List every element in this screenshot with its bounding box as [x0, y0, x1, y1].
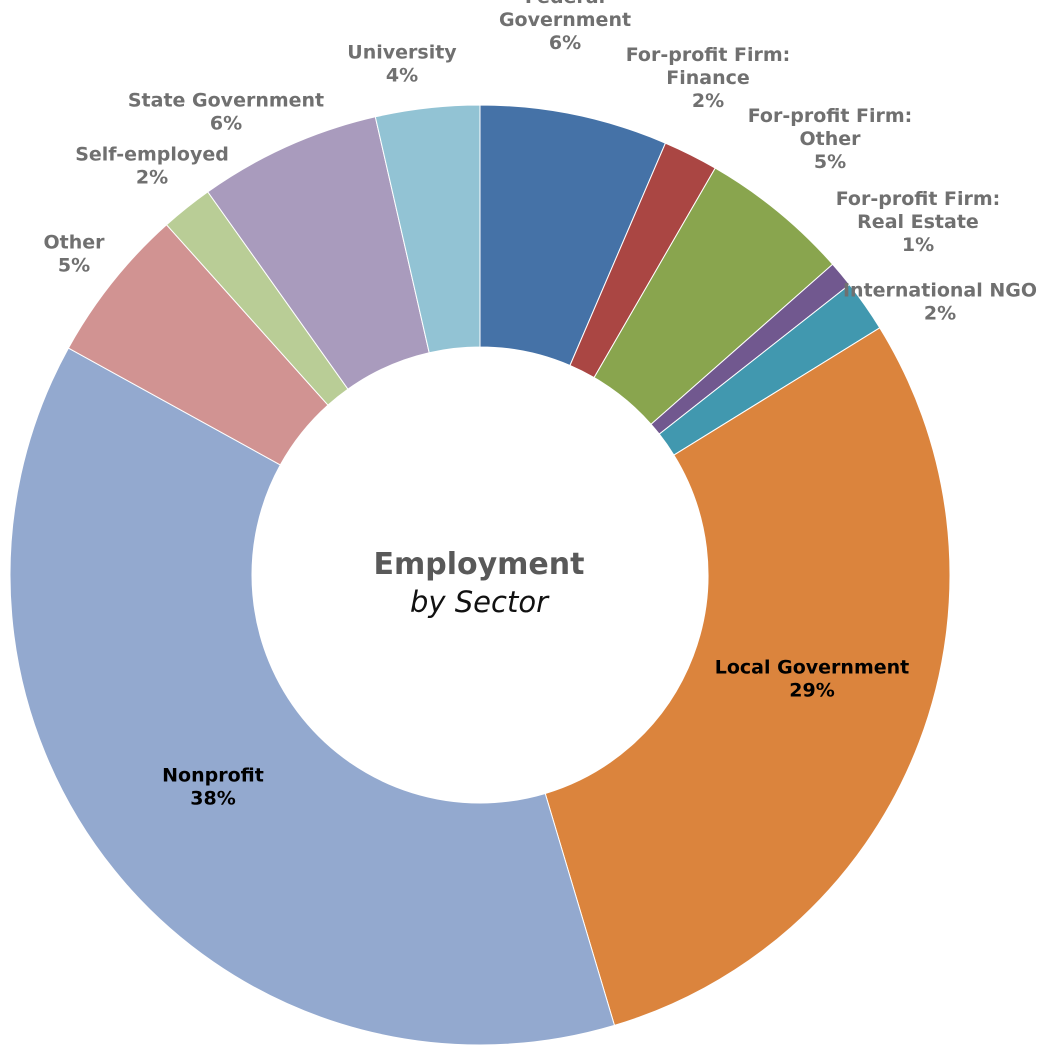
label-federal-government: FederalGovernment6% — [499, 0, 631, 54]
label-line: Federal — [525, 0, 605, 8]
label-line: International NGO — [843, 280, 1037, 302]
chart-title: Employment — [374, 547, 585, 582]
label-percent: 5% — [58, 255, 90, 277]
labels-group: FederalGovernment6%For-profit Firm:Finan… — [43, 0, 1037, 810]
slices-group — [9, 104, 951, 1045]
label-line: Nonprofit — [162, 765, 264, 787]
label-line: Real Estate — [857, 211, 979, 233]
label-percent: 38% — [190, 788, 235, 810]
label-percent: 2% — [692, 90, 724, 112]
label-state-government: State Government 6% — [128, 90, 324, 135]
label-line: For-profit Firm: — [626, 44, 791, 66]
label-university: University 4% — [347, 42, 457, 87]
slice-local-government — [544, 327, 951, 1026]
label-line: Other — [799, 128, 861, 150]
label-for-profit-firm-other: For-profit Firm: Other 5% — [748, 105, 913, 173]
label-percent: 6% — [549, 32, 581, 54]
label-for-profit-firm-real-estate: For-profit Firm: Real Estate 1% — [836, 188, 1001, 256]
label-line: Government — [499, 9, 631, 31]
label-line: Finance — [666, 67, 750, 89]
label-percent: 2% — [924, 303, 956, 325]
chart-subtitle: by Sector — [410, 585, 550, 619]
label-line: Local Government — [715, 657, 909, 679]
label-percent: 6% — [210, 113, 242, 135]
label-percent: 29% — [789, 680, 834, 702]
label-self-employed: Self-employed 2% — [75, 144, 229, 189]
label-percent: 5% — [814, 151, 846, 173]
label-line: University — [347, 42, 457, 64]
label-percent: 2% — [136, 167, 168, 189]
label-other: Other 5% — [43, 232, 105, 277]
label-international-ngo: International NGO 2% — [843, 280, 1037, 325]
label-line: Self-employed — [75, 144, 229, 166]
label-line: For-profit Firm: — [748, 105, 913, 127]
label-for-profit-firm-finance: For-profit Firm: Finance 2% — [626, 44, 791, 112]
label-line: Other — [43, 232, 105, 254]
label-nonprofit: Nonprofit 38% — [162, 765, 264, 810]
label-percent: 4% — [386, 65, 418, 87]
label-line: State Government — [128, 90, 324, 112]
slice-nonprofit — [9, 347, 616, 1045]
label-percent: 1% — [902, 234, 934, 256]
label-local-government: Local Government 29% — [715, 657, 909, 702]
slice-university — [374, 104, 481, 354]
label-line: For-profit Firm: — [836, 188, 1001, 210]
